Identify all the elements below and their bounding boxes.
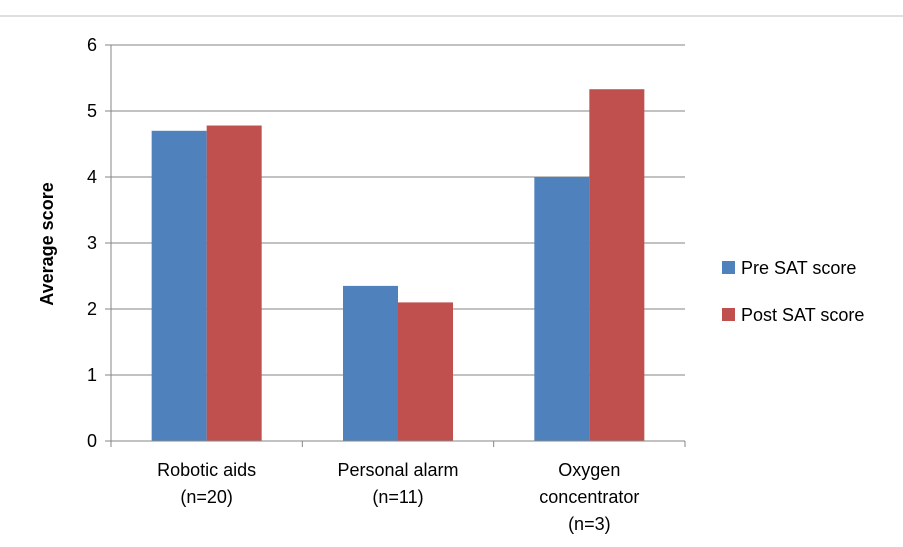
y-tick-label: 3 [87,233,97,253]
legend-swatch [722,308,735,321]
y-tick-label: 2 [87,299,97,319]
x-tick-label: (n=3) [568,514,611,534]
y-tick-label: 6 [87,35,97,55]
legend: Pre SAT score Post SAT score [722,258,864,325]
bar [206,125,262,442]
x-tick-label: Oxygen [558,460,620,480]
y-tick-label: 4 [87,167,97,187]
bar [398,302,453,441]
x-axis-ticks: Robotic aids (n=20) Personal alarm (n=11) Ox… [110,441,686,534]
bar [151,130,207,442]
x-tick-label: concentrator [539,487,639,507]
legend-label: Pre SAT score [741,258,856,278]
bar [343,285,398,441]
bar [534,177,590,441]
legend-swatch [722,261,735,274]
bar [589,89,645,441]
x-tick-label: (n=11) [372,487,423,507]
legend-label: Post SAT score [741,305,864,325]
x-tick-label: Personal alarm [337,460,458,480]
x-tick-label: (n=20) [180,487,233,507]
y-axis-label: Average score [37,182,57,305]
axes [110,45,685,442]
y-tick-label: 1 [87,365,97,385]
y-tick-label: 0 [87,431,97,451]
bars [151,89,645,442]
x-tick-label: Robotic aids [157,460,256,480]
y-axis-ticks: 0 1 2 3 4 5 6 [87,35,111,451]
y-tick-label: 5 [87,101,97,121]
